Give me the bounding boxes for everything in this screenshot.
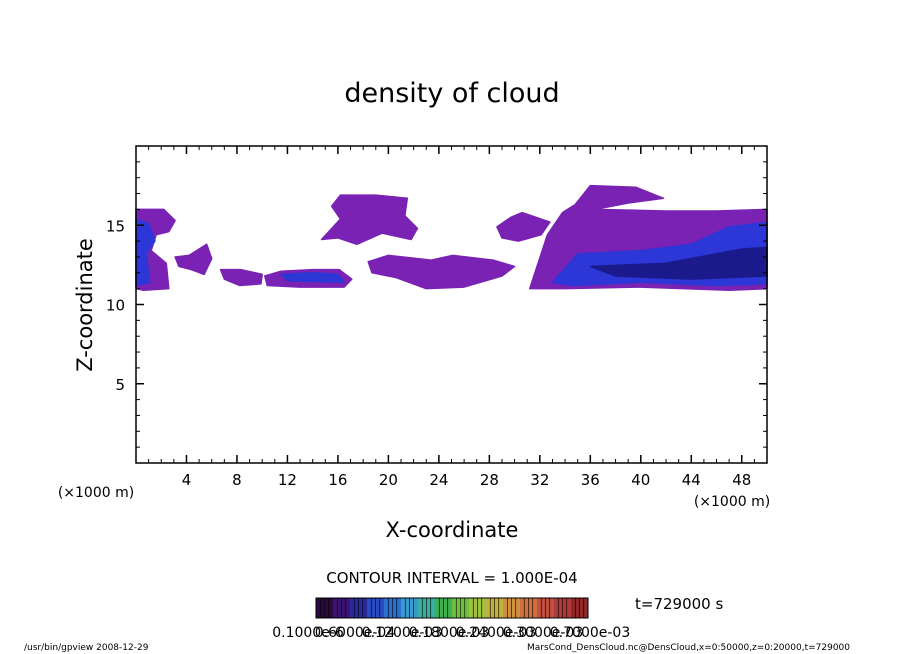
contour-region <box>280 272 345 284</box>
x-tick-label: 8 <box>232 471 242 489</box>
y-tick-label: 5 <box>115 376 125 394</box>
x-tick-label: 4 <box>182 471 192 489</box>
footer-right: MarsCond_DensCloud.nc@DensCloud,x=0:5000… <box>527 643 850 653</box>
colorbar-label: 0.3000e-03 <box>503 625 583 641</box>
y-axis-label: Z-coordinate <box>73 238 97 372</box>
y-tick-label: 15 <box>106 217 125 235</box>
colorbar-label: 0.2400e-03 <box>456 625 536 641</box>
time-label: t=729000 s <box>635 595 723 613</box>
y-unit: (×1000 m) <box>58 485 134 501</box>
contour-region <box>367 254 516 290</box>
plot-frame <box>135 145 768 464</box>
contour-region <box>496 211 551 242</box>
colorbar-label: 0.1800e-03 <box>409 625 489 641</box>
x-tick-label: 20 <box>379 471 398 489</box>
x-tick-label: 28 <box>480 471 499 489</box>
x-axis-label: X-coordinate <box>386 518 519 542</box>
contour-region <box>219 268 263 287</box>
x-unit: (×1000 m) <box>694 494 770 510</box>
x-tick-label: 12 <box>278 471 297 489</box>
footer-left: /usr/bin/gpview 2008-12-29 <box>24 643 149 653</box>
colorbar-frame <box>315 597 589 619</box>
y-tick-label: 10 <box>106 297 125 315</box>
contour-region <box>174 243 213 276</box>
chart-title: density of cloud <box>344 78 559 109</box>
colorbar-label: 0.1000e-6 <box>272 625 344 641</box>
x-tick-label: 36 <box>581 471 600 489</box>
contour-interval: CONTOUR INTERVAL = 1.000E-04 <box>326 569 577 587</box>
x-tick-label: 40 <box>631 471 650 489</box>
x-tick-label: 24 <box>429 471 448 489</box>
colorbar-label: 0.1200e-03 <box>362 625 442 641</box>
colorbar-label: 0.7000e-03 <box>550 625 630 641</box>
x-tick-label: 48 <box>732 471 751 489</box>
x-tick-label: 32 <box>530 471 549 489</box>
x-tick-label: 16 <box>328 471 347 489</box>
colorbar-label: 0.6000e-04 <box>315 625 396 641</box>
x-tick-label: 44 <box>682 471 701 489</box>
contour-region <box>320 194 419 246</box>
